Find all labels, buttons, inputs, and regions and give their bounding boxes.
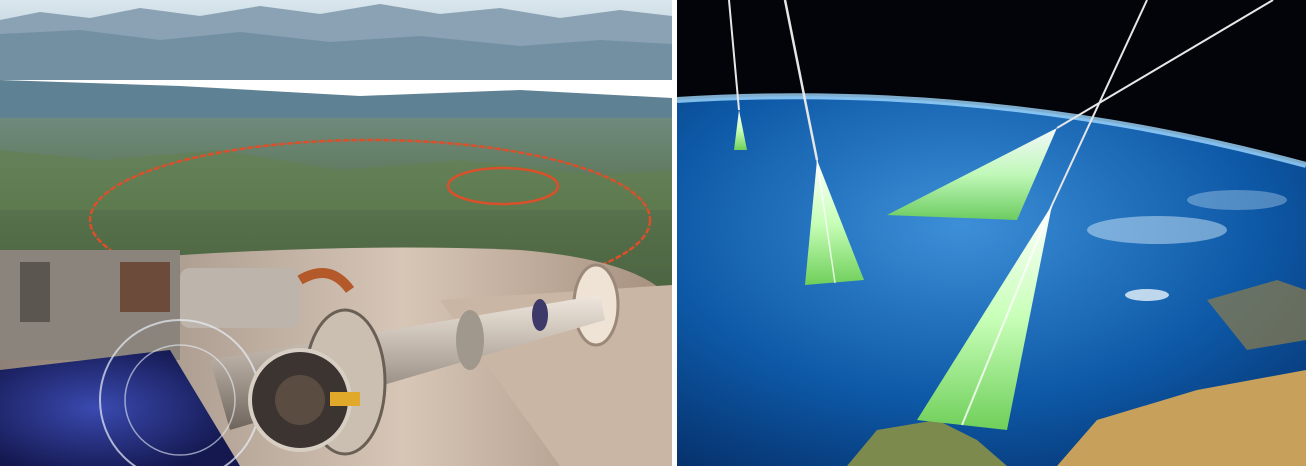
lhc-tunnel-panel xyxy=(0,0,672,466)
equipment-box xyxy=(120,262,170,312)
lhc-tunnel-illustration xyxy=(0,0,672,466)
dipole-inner xyxy=(124,344,236,456)
earth-ocean xyxy=(677,96,1306,466)
landmass-east xyxy=(1207,280,1306,350)
incoming-track-2 xyxy=(783,0,819,161)
yellow-component xyxy=(330,392,360,406)
incoming-track-1 xyxy=(728,0,740,111)
atmosphere-limb xyxy=(677,93,1306,168)
equipment-column xyxy=(20,262,50,322)
pipe-joint xyxy=(456,310,484,370)
air-shower-3 xyxy=(887,128,1057,220)
pipe-joint-blue xyxy=(532,299,548,331)
landmass-desert xyxy=(1057,370,1306,466)
incoming-track-4 xyxy=(1056,0,1274,129)
cloud-small xyxy=(1125,289,1169,301)
magnet-core xyxy=(275,375,325,425)
sps-ring xyxy=(446,166,560,206)
foothills xyxy=(0,30,672,80)
shower-core-4 xyxy=(961,204,1053,426)
shower-core-2 xyxy=(816,159,836,284)
lake xyxy=(0,80,672,128)
cable-bend xyxy=(297,267,355,294)
air-shower-2 xyxy=(805,160,864,285)
magnet-housing xyxy=(180,268,300,328)
air-shower-1 xyxy=(734,110,747,150)
cloud xyxy=(1087,216,1227,244)
landmass-coast xyxy=(847,420,1007,466)
air-shower-4 xyxy=(917,205,1052,430)
cosmic-ray-panel xyxy=(677,0,1306,466)
cloud-faint xyxy=(1187,190,1287,210)
fields xyxy=(0,150,672,210)
dipole-cross-section xyxy=(0,350,240,466)
cosmic-ray-illustration xyxy=(677,0,1306,466)
